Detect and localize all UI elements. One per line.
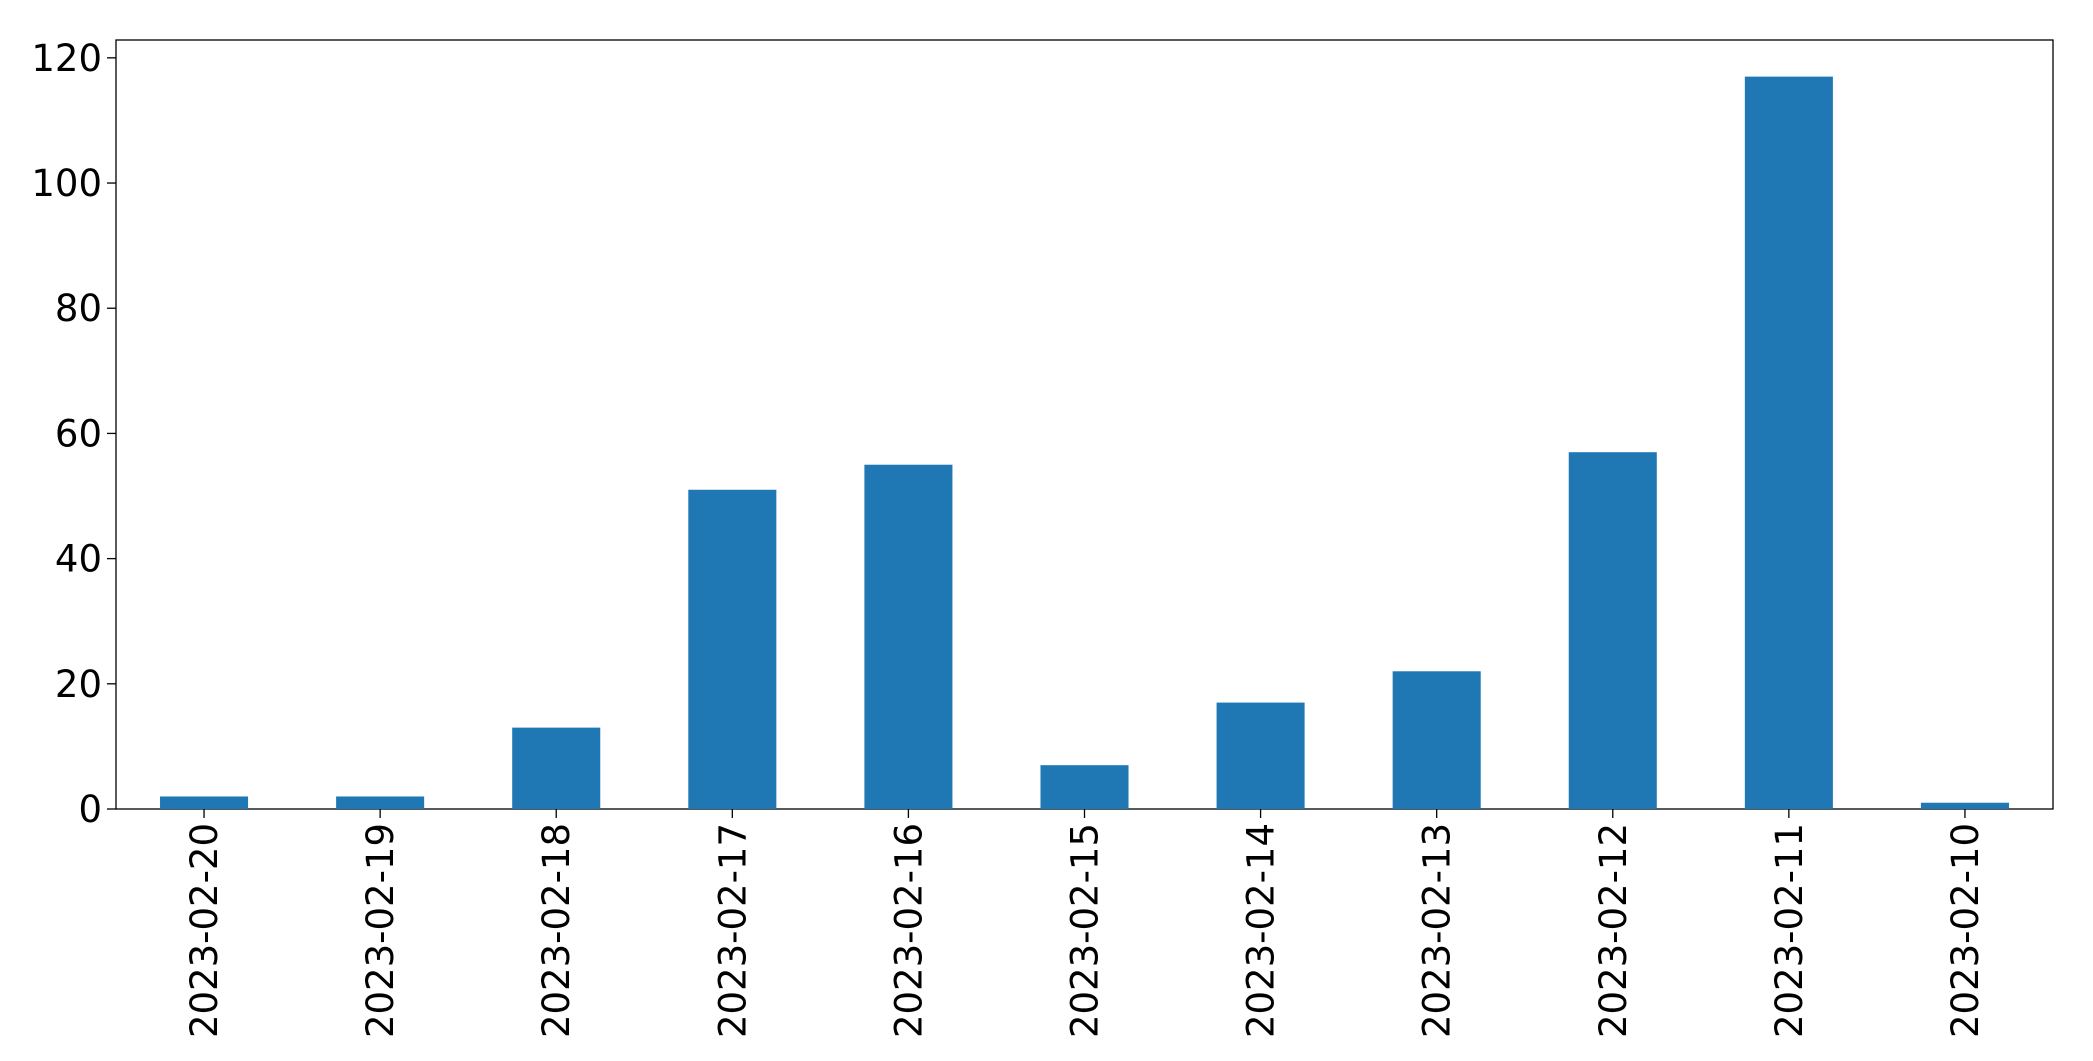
bar <box>688 489 777 809</box>
bar <box>1744 76 1833 810</box>
y-tick-label: 0 <box>78 788 102 831</box>
y-tick-label: 120 <box>31 37 102 80</box>
x-tick-label: 2023-02-18 <box>535 823 578 1038</box>
x-tick-label: 2023-02-14 <box>1240 823 1283 1038</box>
y-tick-label: 60 <box>55 412 102 455</box>
bar <box>160 796 249 809</box>
y-tick-label: 20 <box>55 663 102 706</box>
y-tick-label: 80 <box>55 287 102 330</box>
y-tick-label: 100 <box>31 162 102 205</box>
x-tick-label: 2023-02-15 <box>1064 823 1107 1038</box>
bar <box>1568 452 1657 809</box>
bar <box>864 464 953 809</box>
bar <box>1920 802 2009 809</box>
x-tick-label: 2023-02-10 <box>1944 823 1987 1038</box>
bar <box>336 796 425 809</box>
bar <box>1040 765 1129 809</box>
y-tick-label: 40 <box>55 538 102 581</box>
x-tick-label: 2023-02-19 <box>359 823 402 1038</box>
x-tick-label: 2023-02-13 <box>1416 823 1459 1038</box>
bar <box>512 727 601 809</box>
bar <box>1392 671 1481 809</box>
x-tick-label: 2023-02-17 <box>711 823 754 1038</box>
x-tick-label: 2023-02-16 <box>887 823 930 1038</box>
x-tick-label: 2023-02-11 <box>1768 823 1811 1038</box>
bar <box>1216 702 1305 809</box>
x-tick-label: 2023-02-12 <box>1592 823 1635 1038</box>
x-tick-label: 2023-02-20 <box>183 823 226 1038</box>
